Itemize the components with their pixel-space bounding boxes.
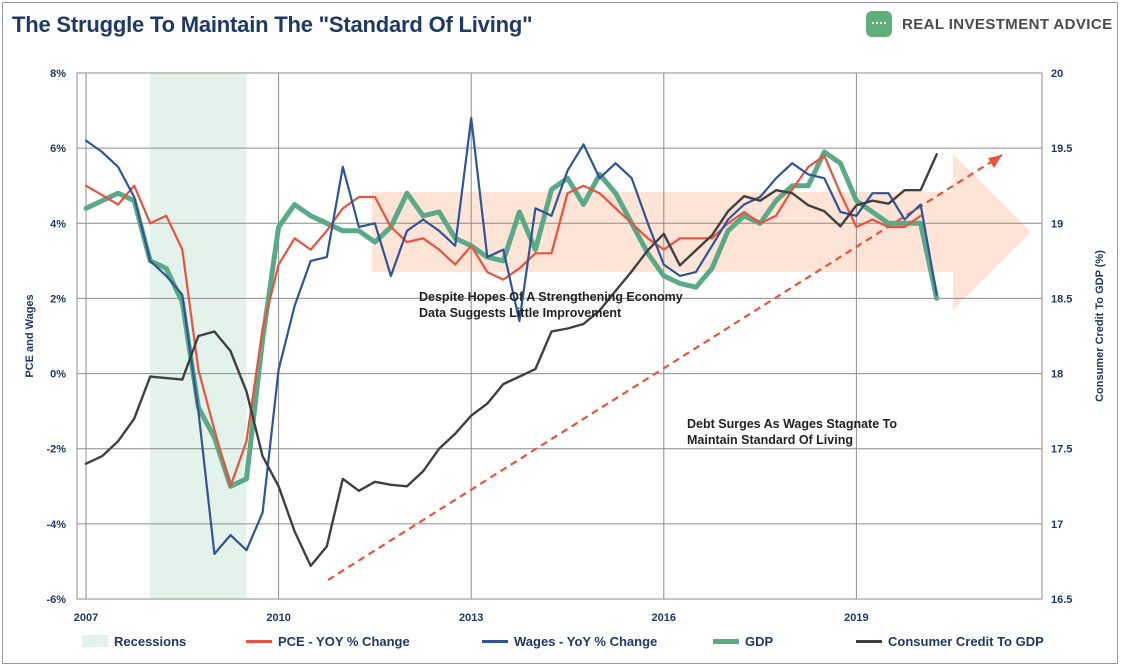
legend-label: Wages - YoY % Change [514, 633, 658, 649]
y-left-tick-label: 2% [50, 293, 66, 305]
legend-swatch [246, 639, 272, 643]
annotation-text: Maintain Standard Of Living [687, 433, 853, 447]
legend-swatch [713, 638, 739, 644]
brand-name: REAL INVESTMENT ADVICE [902, 15, 1113, 33]
legend-item: PCE - YOY % Change [246, 626, 410, 656]
legend-item: Wages - YoY % Change [482, 626, 657, 656]
legend-label: PCE - YOY % Change [278, 633, 410, 649]
y-right-tick-label: 18.5 [1051, 293, 1072, 305]
y-left-tick-label: 6% [50, 143, 66, 155]
y-left-tick-label: 0% [50, 369, 66, 381]
chart-background-layer [150, 73, 1031, 599]
y-right-tick-label: 20 [1051, 68, 1063, 80]
legend-label: Recessions [114, 633, 187, 649]
y-right-tick-label: 16.5 [1051, 594, 1072, 606]
legend-item: GDP [713, 626, 773, 656]
annotation-text: Debt Surges As Wages Stagnate To [687, 417, 897, 431]
y-right-tick-label: 19 [1051, 218, 1063, 230]
axes-layer: -6% -4% -2% 0% 2% 4% 6% 8% 16.5 17 17.5 18 18.5 19 19.… [24, 68, 1106, 624]
y-left-tick-label: 4% [50, 218, 66, 230]
y-left-axis-title: PCE and Wages [24, 294, 36, 377]
annotation-text: Data Suggests Little Improvement [419, 306, 622, 320]
legend-item: Consumer Credit To GDP [856, 626, 1044, 656]
x-tick-label: 2019 [844, 612, 868, 624]
y-left-tick-label: -2% [46, 444, 66, 456]
brand-logo: REAL INVESTMENT ADVICE [866, 10, 1113, 38]
legend-item: Recessions [82, 626, 186, 656]
y-right-tick-label: 17 [1051, 519, 1063, 531]
brand-badge-icon [866, 11, 892, 37]
y-left-tick-label: -4% [46, 519, 66, 531]
series-line-pce-yoy-change [84, 154, 922, 488]
x-tick-label: 2007 [74, 612, 98, 624]
x-tick-label: 2016 [652, 612, 676, 624]
x-tick-label: 2013 [459, 612, 483, 624]
chart-legend: Recessions PCE - YOY % Change Wages - YoY … [0, 626, 1122, 656]
annotation-layer: Despite Hopes Of A Strengthening Economy… [419, 290, 897, 447]
y-left-tick-label: 8% [50, 68, 66, 80]
series-line-consumer-credit-to-gdp [84, 152, 938, 568]
debt-trend-line [327, 154, 1003, 581]
y-right-tick-label: 18 [1051, 369, 1063, 381]
y-right-tick-label: 17.5 [1051, 444, 1072, 456]
series-line-wages-yoy-change [84, 116, 938, 556]
y-left-tick-label: -6% [46, 594, 66, 606]
legend-swatch [82, 635, 108, 647]
plot-border [76, 72, 1043, 600]
y-right-axis-title: Consumer Credit To GDP (%) [1094, 250, 1106, 402]
trend-arrow-shape [372, 154, 1031, 310]
y-right-tick-label: 19.5 [1051, 143, 1072, 155]
legend-swatch [482, 639, 508, 643]
legend-label: GDP [745, 633, 774, 649]
chart-title: The Struggle To Maintain The "Standard O… [12, 12, 533, 37]
debt-trend-arrowhead [988, 155, 1002, 168]
annotation-text: Despite Hopes Of A Strengthening Economy [419, 290, 683, 304]
x-tick-label: 2010 [266, 612, 290, 624]
legend-swatch [856, 639, 882, 643]
legend-label: Consumer Credit To GDP [888, 633, 1044, 649]
grid-layer [76, 72, 1043, 600]
series-layer [83, 116, 1003, 581]
